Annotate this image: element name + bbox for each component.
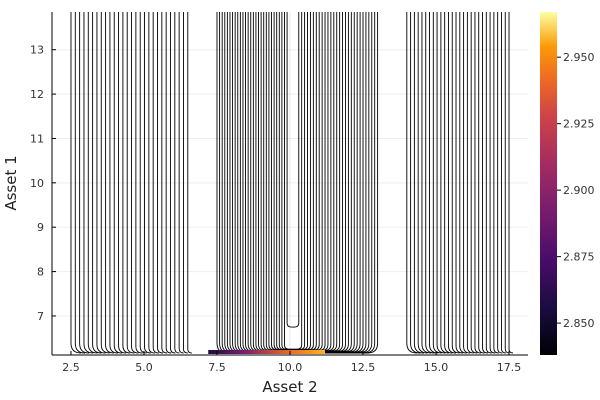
contour-line bbox=[470, 12, 478, 354]
contour-line bbox=[425, 12, 435, 354]
contour-line bbox=[113, 12, 123, 354]
y-tick-label: 8 bbox=[37, 266, 44, 279]
colorbar-ticks: 2.850 2.875 2.900 2.925 2.950 bbox=[557, 51, 595, 330]
contour-line bbox=[448, 12, 457, 354]
contour-highlight bbox=[208, 350, 326, 354]
y-tick-label: 9 bbox=[37, 221, 44, 234]
contour-line bbox=[474, 12, 481, 354]
contour-line bbox=[135, 12, 143, 354]
y-tick-label: 12 bbox=[30, 88, 44, 101]
contour-line bbox=[122, 12, 131, 354]
contour-line bbox=[87, 12, 98, 354]
contour-line bbox=[432, 12, 442, 354]
contour-line bbox=[183, 12, 188, 354]
contour-line bbox=[105, 12, 114, 354]
contour-line bbox=[100, 12, 110, 354]
contour-line bbox=[96, 12, 106, 354]
contour-line bbox=[485, 12, 492, 354]
contour-line bbox=[139, 12, 147, 354]
contour-line bbox=[455, 12, 464, 354]
colorbar-tick-label: 2.925 bbox=[563, 118, 595, 131]
contour-line bbox=[497, 12, 503, 354]
y-tick-label: 10 bbox=[30, 177, 44, 190]
x-axis-ticks: 2.5 5.0 7.5 10.0 12.5 15.0 17.5 bbox=[62, 351, 521, 374]
contour-line bbox=[421, 12, 432, 354]
contour-line bbox=[508, 12, 514, 354]
x-axis-title: Asset 2 bbox=[262, 378, 317, 396]
contour-line bbox=[187, 12, 192, 354]
contour-line bbox=[83, 12, 94, 354]
contour-line bbox=[417, 12, 428, 354]
x-tick-label: 5.0 bbox=[135, 361, 153, 374]
colorbar-tick-label: 2.850 bbox=[563, 317, 595, 330]
contour-line bbox=[79, 12, 90, 354]
contour-line bbox=[157, 12, 164, 354]
contour-line bbox=[174, 12, 180, 354]
colorbar-tick-label: 2.950 bbox=[563, 51, 595, 64]
contour-line bbox=[500, 12, 506, 354]
colorbar-tick-label: 2.900 bbox=[563, 184, 595, 197]
contour-line bbox=[286, 12, 300, 328]
x-tick-label: 17.5 bbox=[497, 361, 522, 374]
contour-line bbox=[170, 12, 176, 354]
contour-line bbox=[463, 12, 471, 354]
contour-line bbox=[126, 12, 135, 354]
contour-line bbox=[478, 12, 485, 354]
contour-line bbox=[436, 12, 446, 354]
contour-line bbox=[74, 12, 86, 354]
contour-line bbox=[489, 12, 496, 354]
y-tick-label: 13 bbox=[30, 44, 44, 57]
contour-line bbox=[92, 12, 102, 354]
y-axis-ticks: 7 8 9 10 11 12 13 bbox=[30, 44, 56, 323]
contour-line bbox=[70, 12, 81, 354]
contour-line bbox=[144, 12, 151, 354]
contour-line bbox=[410, 12, 421, 354]
contour-line bbox=[440, 12, 449, 354]
contour-line bbox=[444, 12, 453, 354]
y-tick-label: 7 bbox=[37, 310, 44, 323]
contour-line bbox=[109, 12, 118, 354]
colorbar bbox=[540, 12, 557, 355]
x-tick-label: 2.5 bbox=[62, 361, 80, 374]
y-axis-title: Asset 1 bbox=[2, 155, 20, 210]
x-tick-label: 12.5 bbox=[351, 361, 376, 374]
contour-line bbox=[161, 12, 168, 354]
contour-line bbox=[459, 12, 467, 354]
contour-line bbox=[118, 12, 127, 354]
contour-line bbox=[148, 12, 155, 354]
contour-line bbox=[413, 12, 424, 354]
contour-line bbox=[482, 12, 489, 354]
contour-line bbox=[178, 12, 184, 354]
contour-line bbox=[152, 12, 159, 354]
contour-line bbox=[466, 12, 474, 354]
x-tick-label: 15.0 bbox=[424, 361, 449, 374]
colorbar-tick-label: 2.875 bbox=[563, 251, 595, 264]
x-tick-label: 10.0 bbox=[278, 361, 303, 374]
contour-line bbox=[406, 12, 417, 354]
x-tick-label: 7.5 bbox=[208, 361, 226, 374]
contour-line bbox=[451, 12, 460, 354]
contour-line bbox=[493, 12, 499, 354]
contour-line bbox=[165, 12, 172, 354]
y-tick-label: 11 bbox=[30, 132, 44, 145]
contour-line bbox=[131, 12, 139, 354]
contour-line bbox=[284, 12, 303, 350]
